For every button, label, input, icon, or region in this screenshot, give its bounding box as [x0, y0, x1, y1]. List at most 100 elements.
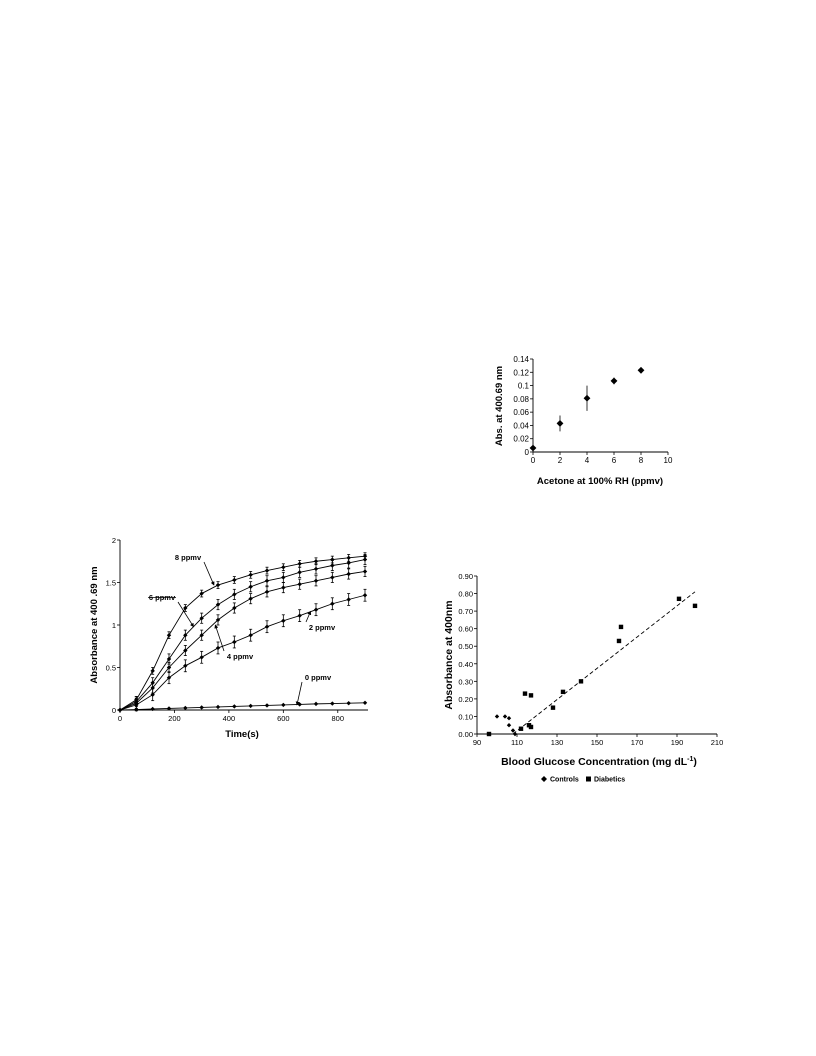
acetone-x-tick-label: 10	[664, 456, 673, 465]
acetone-point	[556, 420, 564, 427]
kinetics-point	[362, 700, 368, 705]
glucose-control-point	[510, 728, 516, 733]
kinetics-point	[281, 565, 286, 570]
kinetics-point	[232, 605, 237, 611]
kinetics-point	[134, 702, 139, 708]
glucose-x-tick-label: 170	[631, 738, 644, 747]
kinetics-point	[297, 613, 302, 618]
kinetics-point	[166, 633, 172, 638]
legend-diabetics-label: Diabetics	[594, 777, 625, 784]
acetone-y-tick-label: 0.08	[513, 395, 529, 404]
glucose-diabetic-point	[676, 596, 682, 602]
legend-controls-marker	[541, 776, 547, 782]
glucose-trendline	[512, 591, 696, 735]
acetone-chart-points	[529, 366, 645, 452]
kinetics-annotation-arrow	[214, 624, 225, 652]
kinetics-point	[313, 607, 319, 612]
kinetics-point	[215, 617, 221, 623]
kinetics-point	[183, 663, 188, 668]
glucose-x-tick-label: 190	[671, 738, 684, 747]
kinetics-series-line	[119, 555, 366, 711]
kinetics-annotation-arrow	[295, 681, 303, 706]
kinetics-point	[330, 557, 335, 562]
glucose-y-tick-label: 0.20	[458, 695, 473, 704]
kinetics-point	[330, 575, 335, 580]
acetone-y-tick-label: 0	[525, 448, 530, 457]
glucose-x-tick-label: 210	[711, 738, 724, 747]
legend-controls-label: Controls	[550, 777, 579, 784]
kinetics-point	[264, 568, 270, 573]
kinetics-point	[215, 602, 221, 607]
acetone-y-tick-label: 0.1	[518, 382, 530, 391]
kinetics-point	[150, 668, 155, 674]
kinetics-series-4	[117, 700, 368, 713]
acetone-x-tick-label: 4	[585, 456, 590, 465]
kinetics-point	[248, 633, 253, 638]
acetone-chart-axes: 0 2 4 6 8 10 0 0.02 0.04 0.06 0.08 0.1 0.12 0.14	[513, 355, 673, 465]
kinetics-point	[313, 578, 319, 583]
kinetics-series-line	[119, 594, 366, 711]
acetone-y-tick-label: 0.04	[513, 421, 529, 430]
kinetics-point	[297, 570, 302, 575]
glucose-diabetic-point	[560, 689, 566, 695]
kinetics-point	[150, 706, 155, 712]
glucose-y-tick-label: 0.30	[458, 677, 473, 686]
kinetics-point	[199, 616, 204, 621]
glucose-x-tick-label: 130	[551, 738, 564, 747]
kinetics-point	[134, 707, 139, 712]
kinetics-annotation-label: 4 ppmv	[227, 652, 254, 661]
glucose-chart-y-axis-label: Absorbance at 400nm	[443, 600, 455, 709]
kinetics-series-line	[119, 571, 366, 711]
glucose-y-tick-label: 0.10	[458, 712, 473, 721]
kinetics-y-tick-label: 2	[112, 536, 116, 545]
kinetics-point	[297, 582, 302, 587]
glucose-control-point	[506, 716, 512, 721]
glucose-chart-axes: 90 110 130 150 170 190 210 0.00 0.10 0.20 0.30 0.40…	[458, 572, 723, 747]
kinetics-point	[166, 665, 172, 670]
kinetics-point	[183, 705, 188, 711]
kinetics-point	[330, 563, 335, 568]
kinetics-series-line	[119, 702, 366, 711]
glucose-control-point	[512, 731, 518, 737]
glucose-control-point	[494, 714, 500, 719]
glucose-chart-legend: Controls Diabetics	[541, 776, 625, 784]
kinetics-point	[215, 645, 221, 651]
kinetics-point	[232, 592, 237, 597]
kinetics-y-tick-label: 0.5	[106, 664, 116, 673]
kinetics-point	[248, 703, 253, 709]
kinetics-point	[362, 593, 368, 598]
kinetics-point	[199, 633, 204, 638]
glucose-diabetic-point	[692, 603, 698, 609]
kinetics-series-1	[117, 554, 368, 713]
kinetics-point	[166, 706, 172, 711]
kinetics-series-3	[117, 588, 368, 713]
kinetics-point	[264, 624, 270, 629]
kinetics-point	[215, 582, 221, 588]
glucose-diabetic-point	[528, 693, 534, 698]
kinetics-point	[362, 569, 368, 574]
kinetics-point	[330, 601, 335, 606]
kinetics-point	[183, 605, 188, 611]
acetone-chart-y-axis-label: Abs. at 400.69 nm	[494, 366, 505, 446]
glucose-diabetic-point	[528, 724, 534, 730]
kinetics-x-tick-label: 800	[332, 714, 345, 723]
kinetics-point	[183, 633, 188, 638]
kinetics-x-tick-label: 200	[168, 714, 181, 723]
kinetics-point	[232, 704, 237, 709]
kinetics-point	[199, 591, 204, 596]
glucose-chart-points	[486, 591, 698, 737]
acetone-x-tick-label: 8	[639, 456, 644, 465]
kinetics-annotation-arrow	[305, 610, 312, 623]
kinetics-point	[346, 701, 351, 706]
kinetics-point	[248, 572, 253, 578]
glucose-diabetic-point	[578, 679, 584, 684]
glucose-y-tick-label: 0.80	[458, 590, 473, 599]
acetone-x-tick-label: 6	[612, 456, 617, 465]
glucose-y-tick-label: 0.40	[458, 660, 473, 669]
kinetics-annotation-arrow	[203, 561, 215, 586]
kinetics-annotation-label: 2 ppmv	[309, 623, 336, 632]
